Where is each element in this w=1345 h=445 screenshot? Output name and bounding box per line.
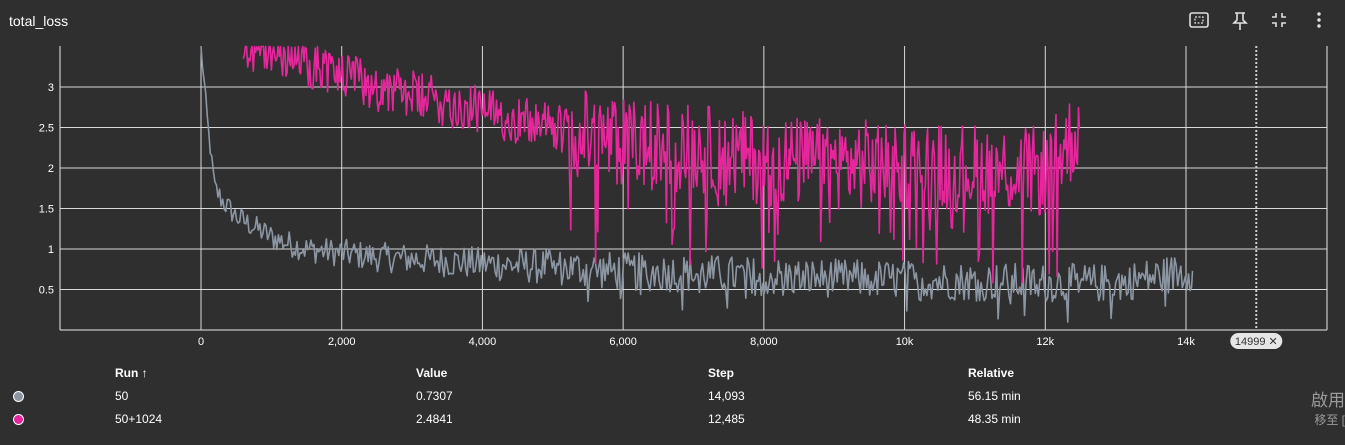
watermark-subtext: 移至 [ [1314, 413, 1345, 427]
header-step: Step [708, 366, 735, 380]
x-tick-label: 12k [1036, 336, 1054, 348]
row-value: 2.4841 [416, 412, 453, 426]
line-chart[interactable]: 14999 ✕ 0 2,000 4,000 6,000 8,000 10k 12k 14k 0.… [0, 0, 1345, 360]
row-relative: 48.35 min [968, 412, 1021, 426]
x-tick-label: 4,000 [469, 336, 497, 348]
card-title: total_loss [9, 13, 69, 29]
run-color-dot [13, 414, 24, 425]
header-value: Value [416, 366, 448, 380]
x-tick-label: 0 [198, 336, 204, 348]
x-tick-label: 8,000 [750, 336, 778, 348]
run-color-dot [13, 391, 24, 402]
x-tick-label: 2,000 [328, 336, 356, 348]
y-tick-label: 0.5 [39, 285, 54, 297]
series-line-run-50-1024 [242, 45, 1081, 284]
x-tick-label: 10k [896, 336, 914, 348]
fit-domain-icon[interactable] [1187, 11, 1211, 33]
y-tick-label: 2.5 [39, 123, 54, 135]
step-marker-label: 14999 ✕ [1235, 336, 1278, 348]
row-step: 12,485 [708, 412, 745, 426]
step-marker-chip [1230, 333, 1283, 349]
series-line-run-50 [200, 46, 1194, 323]
y-tick-label: 3 [48, 82, 54, 94]
collapse-icon[interactable] [1267, 11, 1291, 33]
x-tick-label: 6,000 [609, 336, 637, 348]
more-vert-icon[interactable] [1307, 11, 1331, 33]
x-tick-label: 14k [1177, 336, 1195, 348]
watermark-text: 啟用 [1311, 391, 1345, 410]
row-run: 50 [115, 389, 129, 403]
row-step: 14,093 [708, 389, 745, 403]
y-tick-label: 1 [48, 244, 54, 256]
header-run[interactable]: Run ↑ [115, 366, 148, 380]
y-tick-label: 2 [48, 163, 54, 175]
y-tick-label: 1.5 [39, 204, 54, 216]
pin-icon[interactable] [1228, 11, 1252, 33]
header-relative: Relative [968, 366, 1015, 380]
row-value: 0.7307 [416, 389, 453, 403]
row-run: 50+1024 [115, 412, 163, 426]
row-relative: 56.15 min [968, 389, 1021, 403]
